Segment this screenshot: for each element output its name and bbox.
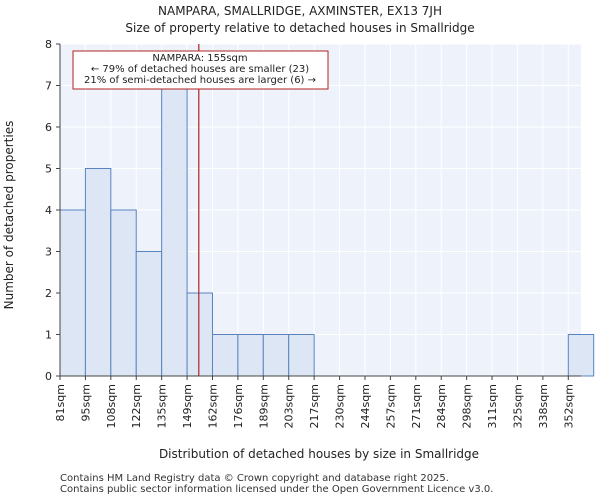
annotation-text: NAMPARA: 155sqm bbox=[152, 53, 247, 64]
annotation-box bbox=[72, 50, 329, 90]
x-tick-label: 298sqm bbox=[461, 384, 474, 428]
y-tick-label: 6 bbox=[45, 121, 52, 134]
x-tick-label: 338sqm bbox=[537, 384, 550, 428]
x-tick-label: 149sqm bbox=[181, 384, 194, 428]
histogram-bar bbox=[567, 334, 595, 377]
chart-subtitle: Size of property relative to detached ho… bbox=[125, 21, 475, 35]
histogram-bar bbox=[262, 334, 290, 377]
footer-licence: Contains public sector information licen… bbox=[60, 484, 494, 495]
x-tick-label: 352sqm bbox=[562, 384, 575, 428]
y-tick-label: 8 bbox=[45, 38, 52, 51]
x-tick-label: 122sqm bbox=[130, 384, 143, 428]
x-tick-label: 81sqm bbox=[54, 384, 67, 421]
x-tick-label: 95sqm bbox=[79, 384, 92, 421]
y-tick-label: 1 bbox=[45, 329, 52, 342]
histogram-bar bbox=[59, 209, 86, 377]
x-tick-label: 217sqm bbox=[308, 384, 321, 428]
x-axis-label: Distribution of detached houses by size … bbox=[159, 447, 479, 461]
histogram-bar bbox=[84, 168, 112, 377]
annotation-text: ← 79% of detached houses are smaller (23… bbox=[91, 64, 309, 75]
histogram-bar bbox=[288, 334, 315, 377]
y-tick-label: 2 bbox=[45, 287, 52, 300]
footer-copyright: Contains HM Land Registry data © Crown c… bbox=[60, 473, 449, 484]
x-tick-label: 108sqm bbox=[105, 384, 118, 428]
x-tick-label: 311sqm bbox=[486, 384, 499, 428]
histogram-bar bbox=[186, 292, 213, 377]
y-axis-label: Number of detached properties bbox=[2, 121, 16, 310]
x-tick-label: 203sqm bbox=[283, 384, 296, 428]
y-tick-label: 4 bbox=[45, 204, 52, 217]
x-tick-label: 325sqm bbox=[511, 384, 524, 428]
x-tick-label: 230sqm bbox=[334, 384, 347, 428]
y-tick-label: 3 bbox=[45, 246, 52, 259]
chart-title: NAMPARA, SMALLRIDGE, AXMINSTER, EX13 7JH bbox=[158, 4, 442, 18]
x-tick-label: 135sqm bbox=[156, 384, 169, 428]
histogram-bar bbox=[237, 334, 264, 377]
x-tick-label: 176sqm bbox=[232, 384, 245, 428]
x-tick-label: 162sqm bbox=[206, 384, 219, 428]
histogram-chart: 0 1 2 3 4 5 6 7 8 81sqm 95sqm 108sqm 122sqm 135sqm 149… bbox=[2, 38, 595, 461]
x-tick-label: 244sqm bbox=[359, 384, 372, 428]
histogram-bar bbox=[110, 209, 137, 377]
annotation-text: 21% of semi-detached houses are larger (… bbox=[84, 75, 316, 86]
x-tick-label: 189sqm bbox=[257, 384, 270, 428]
x-tick-label: 284sqm bbox=[435, 384, 448, 428]
y-tick-label: 7 bbox=[45, 80, 52, 93]
y-tick-label: 0 bbox=[45, 370, 52, 383]
histogram-bar bbox=[211, 334, 239, 377]
histogram-bar bbox=[161, 85, 188, 377]
x-tick-label: 271sqm bbox=[410, 384, 423, 428]
histogram-bar bbox=[135, 251, 163, 377]
x-tick-label: 257sqm bbox=[384, 384, 397, 428]
y-tick-label: 5 bbox=[45, 163, 52, 176]
